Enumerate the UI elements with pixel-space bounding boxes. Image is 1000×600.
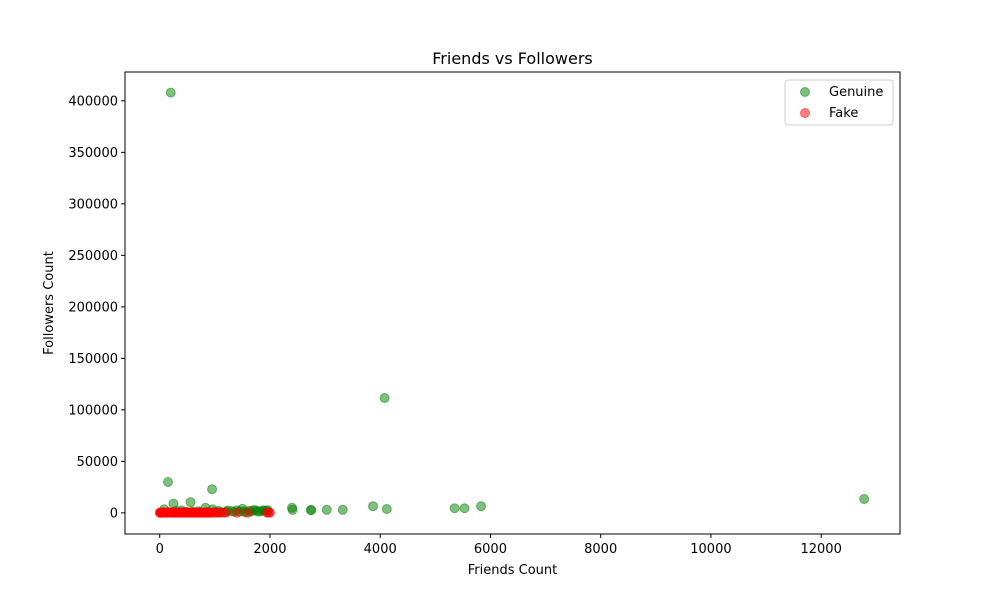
y-tick-label: 150000 — [68, 352, 118, 367]
data-point-fake — [264, 507, 275, 518]
x-axis-label: Friends Count — [468, 563, 558, 578]
data-point-fake — [179, 507, 190, 518]
y-tick-label: 0 — [110, 506, 118, 521]
legend-marker-genuine — [800, 87, 810, 97]
x-tick-label: 6000 — [474, 542, 507, 557]
legend-label-genuine: Genuine — [829, 85, 883, 100]
data-point-genuine — [459, 503, 470, 514]
data-point-genuine — [379, 393, 390, 404]
data-point-genuine — [321, 504, 332, 515]
data-point-genuine — [381, 503, 392, 514]
data-point-genuine — [287, 504, 298, 515]
legend: Genuine Fake — [784, 79, 894, 126]
data-point-genuine — [859, 493, 870, 504]
x-tick-label: 0 — [156, 542, 164, 557]
y-tick-label: 100000 — [68, 403, 118, 418]
y-tick-label: 400000 — [68, 94, 118, 109]
data-point-genuine — [162, 476, 173, 487]
x-axis: 0 2000 4000 6000 8000 10000 12000 — [156, 534, 842, 557]
y-tick-label: 200000 — [68, 300, 118, 315]
chart-title: Friends vs Followers — [432, 49, 592, 68]
data-point-fake — [220, 507, 231, 518]
y-tick-label: 300000 — [68, 197, 118, 212]
data-point-genuine — [185, 497, 196, 508]
data-point-fake — [231, 507, 242, 518]
data-point-genuine — [305, 505, 316, 516]
data-point-genuine — [476, 501, 487, 512]
legend-label-fake: Fake — [829, 106, 858, 121]
x-tick-label: 12000 — [800, 542, 841, 557]
y-tick-label: 250000 — [68, 249, 118, 264]
plot-frame — [124, 71, 901, 535]
legend-box — [784, 79, 894, 126]
data-point-fake — [162, 507, 173, 518]
points-layer — [154, 87, 870, 518]
data-point-genuine — [337, 504, 348, 515]
legend-marker-fake — [800, 108, 810, 118]
data-point-fake — [242, 507, 253, 518]
data-point-genuine — [368, 501, 379, 512]
x-tick-label: 2000 — [253, 542, 286, 557]
data-point-genuine — [165, 87, 176, 98]
data-point-genuine — [252, 506, 263, 517]
y-tick-label: 50000 — [77, 455, 118, 470]
data-point-genuine — [207, 484, 218, 495]
y-tick-label: 350000 — [68, 146, 118, 161]
x-tick-label: 10000 — [690, 542, 731, 557]
x-tick-label: 8000 — [584, 542, 617, 557]
y-axis-label: Followers Count — [42, 251, 57, 355]
x-tick-label: 4000 — [364, 542, 397, 557]
data-point-genuine — [449, 503, 460, 514]
y-axis: 0 50000 100000 150000 200000 250000 300000 3500… — [68, 94, 125, 521]
